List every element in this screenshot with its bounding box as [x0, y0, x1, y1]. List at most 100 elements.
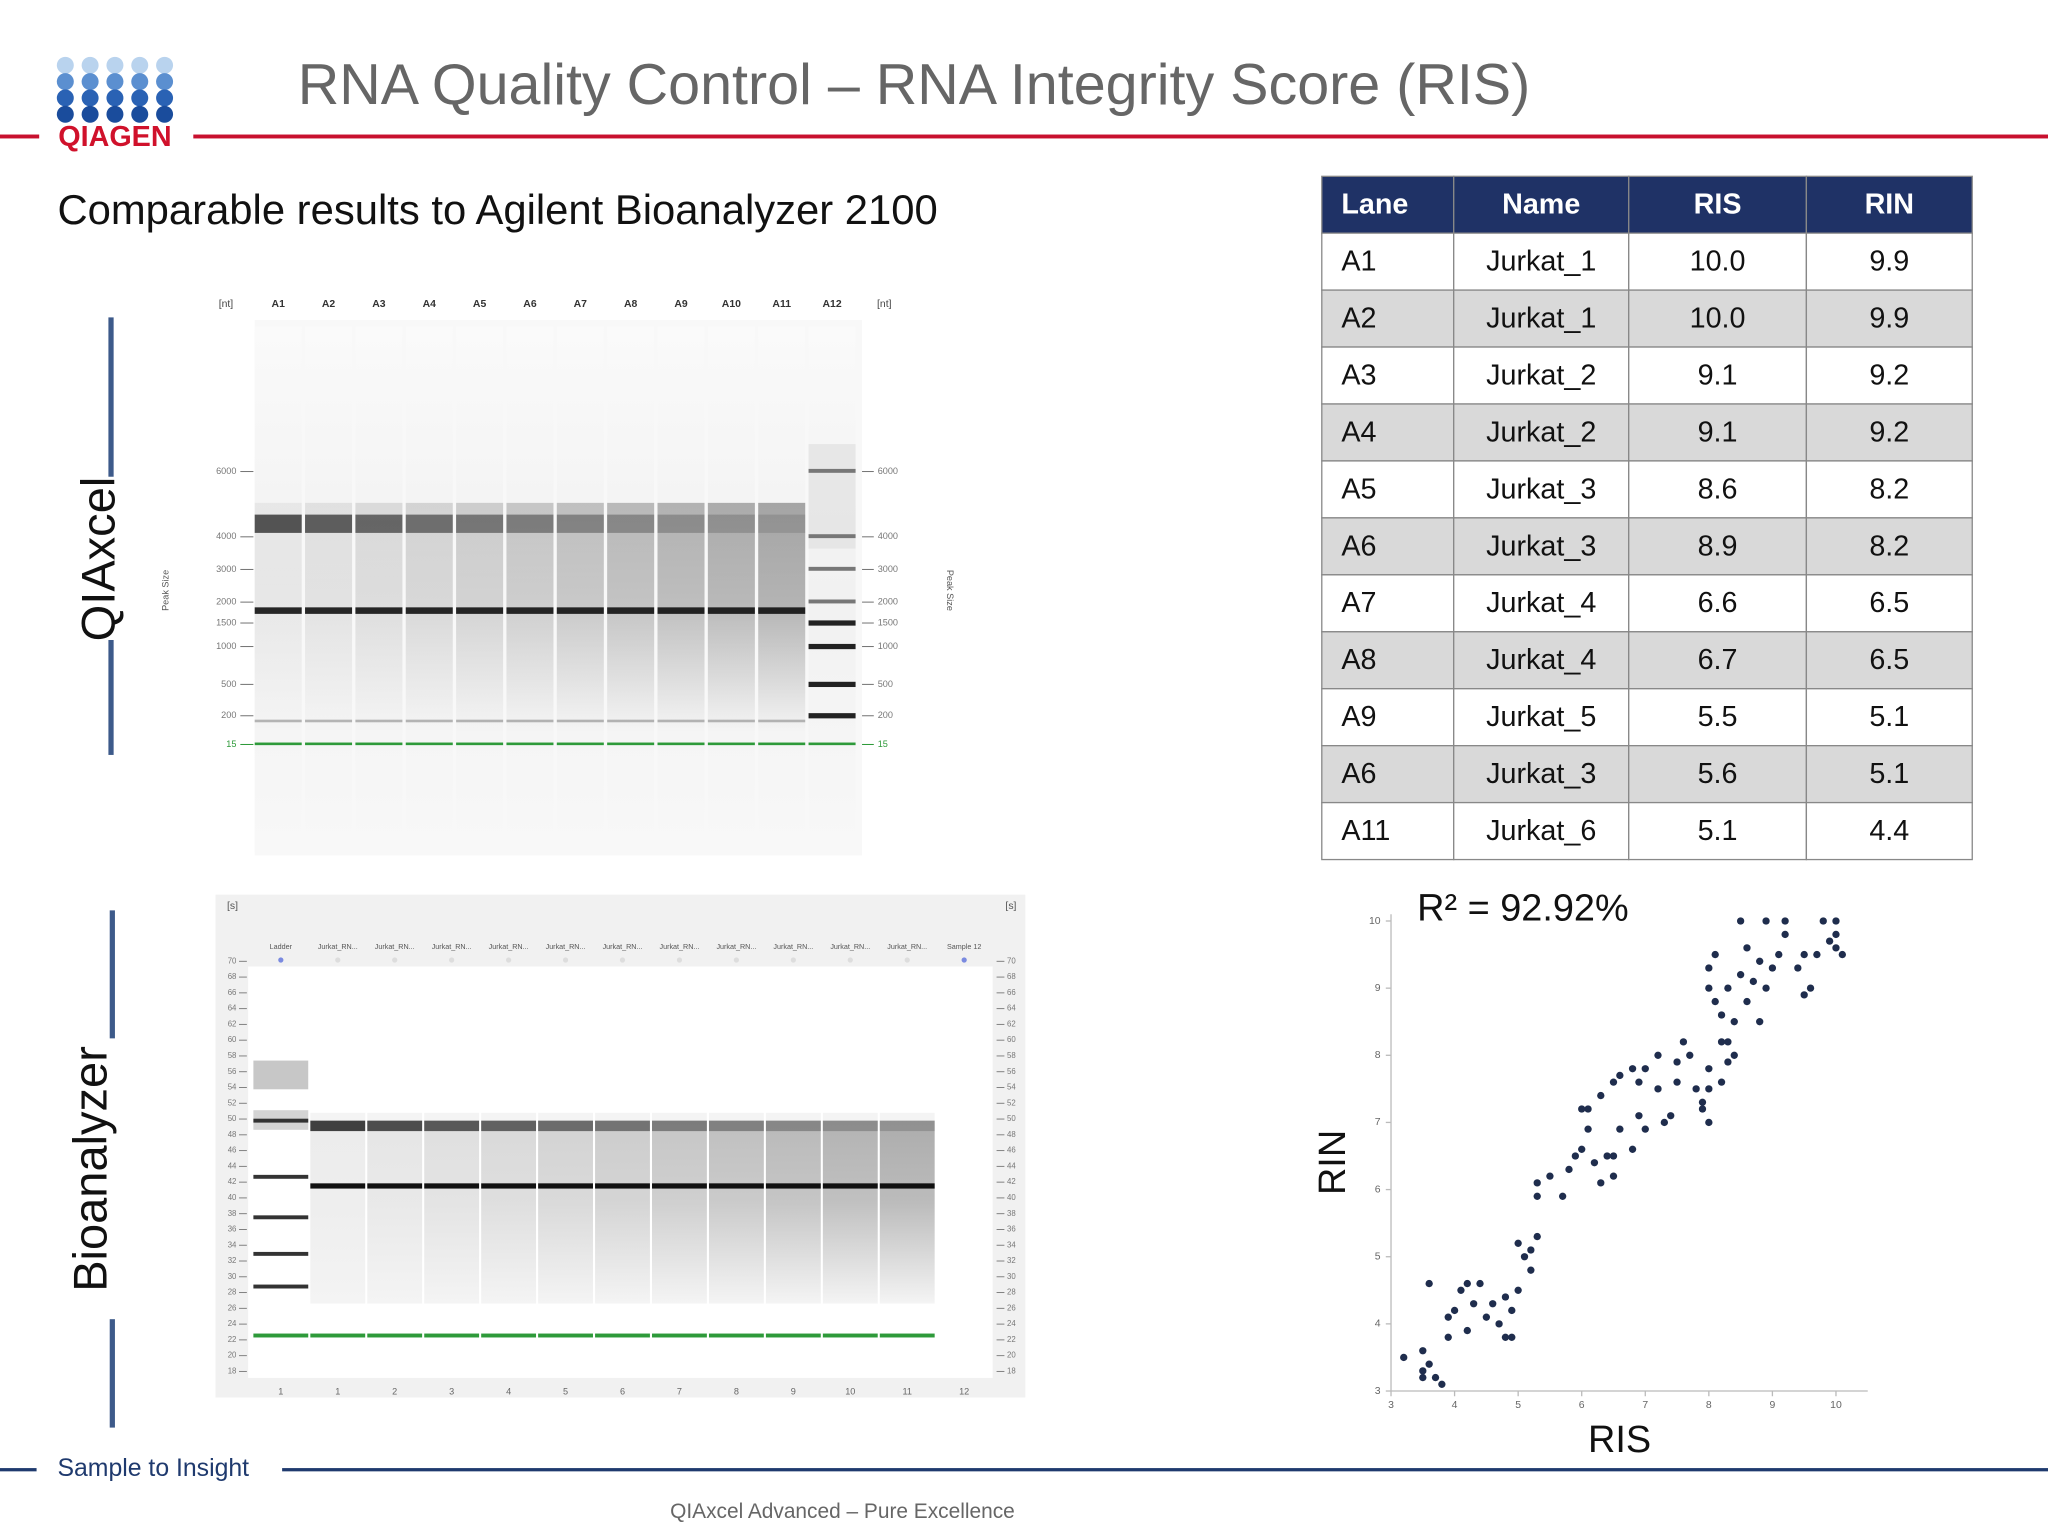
band-28s [367, 1120, 423, 1132]
time-label: 34 [228, 1240, 237, 1249]
table-cell [1805, 574, 1973, 633]
band-18s [254, 607, 302, 614]
table-cell-text: 4.4 [1869, 815, 1909, 847]
slide-title: RNA Quality Control – RNA Integrity Scor… [298, 53, 1530, 117]
band-18s [708, 1183, 764, 1189]
logo-dot [106, 56, 124, 74]
time-label: 52 [1007, 1098, 1016, 1107]
point [1609, 1172, 1618, 1180]
band-28s [310, 1120, 366, 1132]
table-cell-text: A5 [1341, 473, 1376, 505]
footer-text: QIAxcel Advanced – Pure Excellence [670, 1500, 1015, 1523]
point [1431, 1373, 1440, 1382]
time-label: 26 [1007, 1303, 1016, 1312]
size-label: 15 [226, 739, 236, 749]
point [1469, 1300, 1478, 1308]
ladder-band [808, 643, 856, 650]
table-cell [1453, 688, 1630, 747]
lane-dot [335, 957, 341, 963]
point [1800, 991, 1808, 999]
table-cell-text: 5.5 [1698, 701, 1738, 733]
marker-line [765, 1333, 821, 1338]
band-marker [405, 719, 453, 723]
lane-header: Jurkat_RN... [716, 943, 756, 951]
size-label: 1000 [878, 641, 898, 651]
gel-unit: [s] [1005, 901, 1016, 912]
logo-dot [56, 89, 74, 107]
gel-axis-label: Peak Size [945, 570, 955, 611]
smear [310, 1120, 366, 1304]
point [1673, 1058, 1681, 1066]
time-label: 56 [228, 1067, 237, 1076]
y-tick-label: 4 [1375, 1319, 1381, 1330]
table-cell [1805, 232, 1973, 291]
lane-dot [619, 957, 626, 963]
table-cell-text: 5.1 [1869, 758, 1909, 790]
smear [424, 1120, 480, 1304]
point [1667, 1112, 1675, 1120]
y-tick-label: 6 [1375, 1184, 1381, 1195]
lane-dot [562, 957, 569, 963]
size-label: 1000 [216, 641, 236, 651]
table-cell [1453, 801, 1630, 861]
time-label: 30 [228, 1272, 237, 1281]
point [1743, 944, 1751, 952]
point [1616, 1071, 1624, 1080]
point [1825, 937, 1834, 945]
time-label: 36 [228, 1225, 237, 1234]
time-label: 20 [228, 1351, 237, 1360]
table-cell [1321, 631, 1455, 690]
smear [708, 1120, 764, 1304]
table-cell-text: 6.5 [1869, 587, 1909, 619]
marker-line [456, 742, 504, 746]
lane-number: 5 [563, 1387, 568, 1397]
table-cell [1805, 801, 1973, 861]
point [1508, 1333, 1516, 1341]
time-label: 22 [1007, 1335, 1016, 1344]
point [1762, 984, 1770, 992]
time-label: 18 [1007, 1366, 1016, 1375]
band-marker [456, 719, 504, 723]
logo-dot [81, 56, 99, 74]
logo-dot [131, 56, 149, 74]
logo-dot [56, 105, 74, 123]
marker-line [538, 1333, 593, 1338]
point [1419, 1367, 1427, 1375]
ladder-band [808, 713, 856, 719]
lane-dot [847, 957, 853, 963]
marker-line [652, 1333, 707, 1338]
table-cell [1805, 688, 1973, 747]
point [1578, 1145, 1586, 1153]
x-tick-label: 3 [1388, 1400, 1394, 1411]
band-18s [310, 1183, 366, 1189]
point [1819, 917, 1827, 925]
point [1711, 997, 1719, 1006]
lane-dot [449, 957, 455, 963]
section-label: Bioanalyzer [63, 1046, 116, 1292]
band-18s [758, 607, 806, 614]
time-label: 54 [228, 1083, 237, 1092]
point [1717, 1011, 1726, 1019]
point [1654, 1085, 1662, 1093]
point [1495, 1320, 1503, 1328]
gel-unit: [s] [227, 901, 238, 912]
smear [657, 502, 705, 732]
point [1578, 1105, 1586, 1113]
marker-line [253, 1333, 309, 1338]
marker-line [310, 1333, 366, 1338]
smear [506, 502, 554, 732]
time-label: 42 [228, 1177, 237, 1186]
point [1724, 984, 1732, 992]
point [1705, 964, 1713, 972]
table-cell-text: 9.9 [1869, 302, 1909, 334]
table-cell-text: 5.6 [1698, 758, 1738, 790]
table-cell [1628, 460, 1808, 519]
band-28s [595, 1120, 650, 1132]
table-cell-text: 10.0 [1690, 246, 1746, 278]
logo-dot [156, 73, 174, 91]
table-cell-text: A7 [1341, 587, 1376, 619]
point [1450, 1306, 1459, 1315]
ladder-band [808, 681, 856, 688]
marker-line [506, 742, 554, 746]
